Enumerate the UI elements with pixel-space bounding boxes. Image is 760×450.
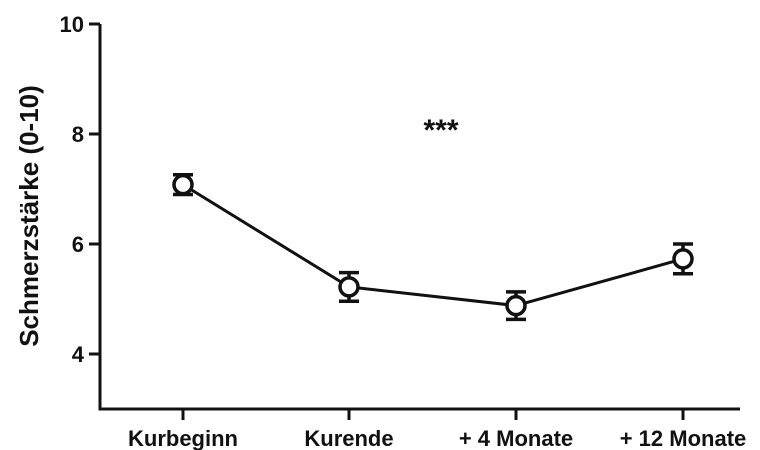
data-point	[338, 276, 360, 298]
y-tick-label: 4	[72, 342, 85, 367]
x-tick-label: + 12 Monate	[620, 426, 747, 450]
y-axis-title: Schmerzstärke (0-10)	[14, 85, 44, 347]
y-tick-label: 10	[60, 12, 84, 37]
x-tick-label: Kurbeginn	[128, 426, 238, 450]
x-axis-ticks: Kurbeginn Kurende + 4 Monate + 12 Monate	[128, 409, 746, 450]
series-line	[182, 183, 684, 308]
data-point	[672, 248, 694, 270]
y-axis-ticks: 4 6 8 10	[60, 12, 100, 367]
data-point	[172, 173, 194, 196]
x-tick-label: + 4 Monate	[459, 426, 573, 450]
y-tick-label: 6	[72, 232, 84, 257]
series-layer	[172, 172, 694, 322]
data-point	[505, 294, 527, 317]
y-tick-label: 8	[72, 122, 84, 147]
x-tick-label: Kurende	[304, 426, 393, 450]
significance-annotation: ***	[423, 114, 458, 147]
